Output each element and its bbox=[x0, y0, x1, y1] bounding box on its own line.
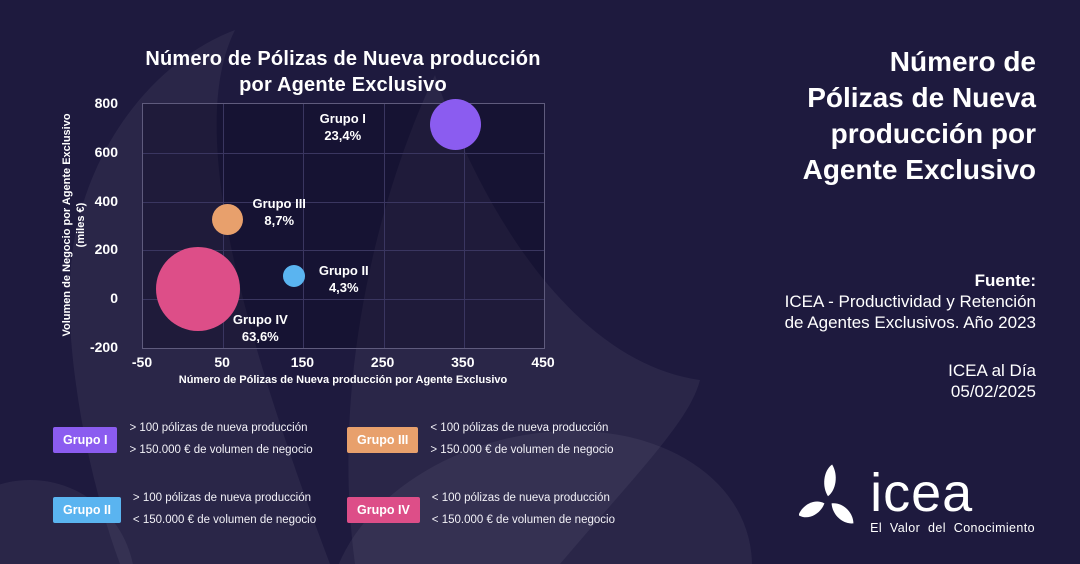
x-tick-label: 150 bbox=[290, 354, 315, 370]
bubble-label-share: 63,6% bbox=[241, 328, 279, 344]
bubble-label-grupo-i: Grupo I 23,4% bbox=[320, 110, 366, 144]
x-gridline bbox=[463, 104, 465, 348]
x-gridline bbox=[303, 104, 305, 348]
bubble-grupo-iv bbox=[156, 246, 241, 331]
publication-name: ICEA al Día bbox=[948, 361, 1036, 380]
legend-badge-grupo-iv: Grupo IV bbox=[347, 496, 420, 523]
bubble-label-name: Grupo I bbox=[319, 110, 366, 126]
x-tick-label: 350 bbox=[451, 354, 475, 370]
bubble-grupo-iii bbox=[211, 204, 243, 236]
legend-item-grupo-i: Grupo I > 100 pólizas de nueva producción… bbox=[53, 422, 313, 457]
legend-lines-grupo-ii: > 100 pólizas de nueva producción < 150.0… bbox=[133, 492, 316, 527]
chart-panel: Número de Pólizas de Nueva producción po… bbox=[0, 48, 615, 527]
legend-line-2: > 150.000 € de volumen de negocio bbox=[430, 444, 614, 456]
legend-line-2: > 150.000 € de volumen de negocio bbox=[129, 444, 313, 456]
y-tick-label: 800 bbox=[94, 95, 118, 111]
bubble-grupo-i bbox=[430, 99, 482, 151]
x-tick-label: -50 bbox=[131, 354, 153, 370]
y-tick-label: 0 bbox=[110, 290, 118, 307]
legend-item-grupo-iv: Grupo IV < 100 pólizas de nueva producció… bbox=[347, 492, 615, 527]
x-axis-title: Número de Pólizas de Nueva producción po… bbox=[178, 374, 508, 386]
bubble-label-name: Grupo II bbox=[318, 263, 369, 279]
x-tick-label: 450 bbox=[531, 354, 555, 370]
bubble-label-share: 4,3% bbox=[328, 280, 359, 296]
x-tick-label: 50 bbox=[214, 354, 230, 370]
y-gridline bbox=[143, 250, 544, 252]
legend-lines-grupo-iv: < 100 pólizas de nueva producción < 150.0… bbox=[432, 492, 615, 527]
x-axis-tick-labels: -50 50 150 250 350 450 bbox=[132, 354, 555, 370]
bubble-label-grupo-iv: Grupo IV 63,6% bbox=[233, 311, 288, 345]
legend-line-1: > 100 pólizas de nueva producción bbox=[132, 492, 311, 504]
icea-pinwheel-icon bbox=[799, 464, 854, 524]
legend-item-grupo-iii: Grupo III < 100 pólizas de nueva producci… bbox=[347, 422, 614, 457]
source-line-2: de Agentes Exclusivos. Año 2023 bbox=[784, 313, 1036, 332]
source-label: Fuente: bbox=[974, 271, 1036, 290]
legend-lines-grupo-iii: < 100 pólizas de nueva producción > 150.0… bbox=[430, 422, 613, 457]
bubble-label-grupo-ii: Grupo II 4,3% bbox=[319, 262, 369, 296]
bubble-label-name: Grupo III bbox=[252, 195, 306, 211]
source-block: Fuente: ICEA - Productividad y Retención… bbox=[706, 270, 1036, 333]
bubble-label-grupo-iii: Grupo III 8,7% bbox=[252, 195, 305, 229]
legend-badge-grupo-i: Grupo I bbox=[53, 426, 118, 453]
bubble-label-name: Grupo IV bbox=[232, 311, 288, 327]
y-tick-label: 200 bbox=[94, 241, 118, 258]
chart-title: Número de Pólizas de Nueva producción po… bbox=[145, 48, 541, 96]
publication-block: ICEA al Día 05/02/2025 bbox=[706, 360, 1036, 402]
plot-area: Grupo I 23,4% Grupo III 8,7% Grupo II 4,3% Gru… bbox=[142, 99, 545, 349]
legend-badge-grupo-ii: Grupo II bbox=[53, 496, 121, 523]
legend-line-2: < 150.000 € de volumen de negocio bbox=[431, 514, 615, 526]
legend-line-1: < 100 pólizas de nueva producción bbox=[431, 492, 610, 504]
icea-logo-word: icea bbox=[870, 462, 974, 523]
bubble-label-share: 8,7% bbox=[264, 212, 295, 228]
y-axis-tick-labels: 800 600 400 200 0 -200 bbox=[0, 95, 130, 355]
source-line-1: ICEA - Productividad y Retención bbox=[784, 292, 1036, 311]
legend-lines-grupo-i: > 100 pólizas de nueva producción > 150.0… bbox=[129, 422, 312, 457]
page-title: Número de Pólizas de Nueva producción po… bbox=[802, 46, 1036, 185]
legend-line-1: > 100 pólizas de nueva producción bbox=[129, 422, 308, 434]
icea-logo: icea El Valor del Conocimiento bbox=[799, 459, 1035, 543]
bubble-label-share: 23,4% bbox=[324, 127, 362, 143]
bubble-grupo-ii bbox=[282, 265, 305, 287]
y-gridline bbox=[143, 201, 544, 203]
y-tick-label: 600 bbox=[94, 143, 118, 160]
y-tick-label: -200 bbox=[89, 339, 118, 355]
y-gridline bbox=[143, 299, 544, 301]
legend-line-2: < 150.000 € de volumen de negocio bbox=[132, 514, 317, 526]
legend-item-grupo-ii: Grupo II > 100 pólizas de nueva producció… bbox=[53, 492, 316, 527]
icea-logo-tagline: El Valor del Conocimiento bbox=[870, 520, 1035, 535]
publication-date: 05/02/2025 bbox=[950, 382, 1036, 401]
y-gridline bbox=[143, 152, 544, 154]
legend-badge-grupo-iii: Grupo III bbox=[347, 426, 419, 453]
y-tick-label: 400 bbox=[94, 192, 118, 209]
icea-logo-text: icea El Valor del Conocimiento bbox=[870, 462, 1035, 535]
x-gridline bbox=[383, 104, 385, 348]
legend-line-1: < 100 pólizas de nueva producción bbox=[430, 422, 609, 434]
x-tick-label: 250 bbox=[370, 354, 395, 370]
